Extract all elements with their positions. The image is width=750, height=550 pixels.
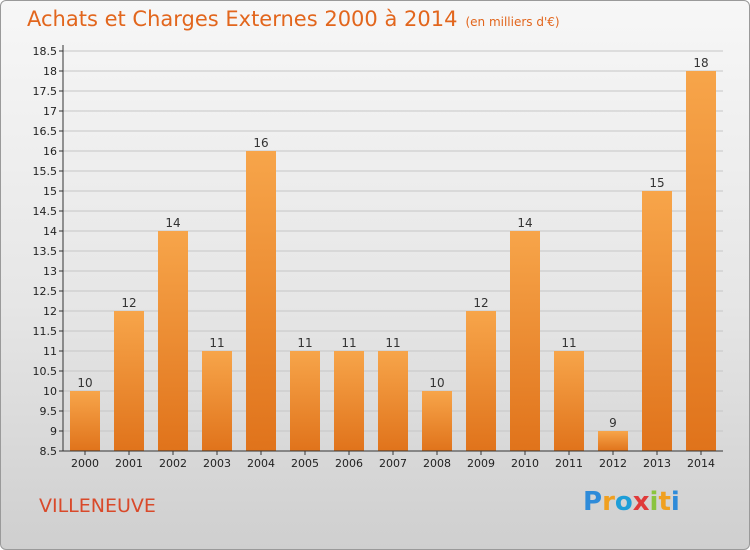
value-label: 11 — [385, 336, 400, 350]
y-tick-label: 11.5 — [33, 325, 58, 338]
bars — [70, 71, 716, 451]
x-tick-label: 2014 — [687, 457, 715, 470]
x-tick-label: 2010 — [511, 457, 539, 470]
x-tick-label: 2007 — [379, 457, 407, 470]
bar-2001 — [114, 311, 144, 451]
bar-2012 — [598, 431, 628, 451]
x-tick-label: 2004 — [247, 457, 275, 470]
bar-2007 — [378, 351, 408, 451]
y-tick-label: 14.5 — [33, 205, 58, 218]
y-tick-label: 18.5 — [33, 45, 58, 58]
y-tick-label: 16 — [43, 145, 57, 158]
x-tick-label: 2013 — [643, 457, 671, 470]
y-tick-label: 9 — [50, 425, 57, 438]
y-tick-label: 17.5 — [33, 85, 58, 98]
y-tick-label: 8.5 — [40, 445, 58, 458]
x-tick-label: 2000 — [71, 457, 99, 470]
y-tick-label: 15 — [43, 185, 57, 198]
x-tick-label: 2006 — [335, 457, 363, 470]
value-label: 12 — [121, 296, 136, 310]
y-tick-label: 14 — [43, 225, 57, 238]
y-tick-label: 15.5 — [33, 165, 58, 178]
logo-letter: o — [614, 487, 633, 517]
logo-letter: r — [602, 487, 615, 517]
x-tick-label: 2012 — [599, 457, 627, 470]
y-tick-label: 10.5 — [33, 365, 58, 378]
bar-2006 — [334, 351, 364, 451]
logo-letter: x — [632, 487, 650, 517]
value-label: 12 — [473, 296, 488, 310]
x-tick-label: 2005 — [291, 457, 319, 470]
bar-2010 — [510, 231, 540, 451]
logo-letter: P — [583, 487, 603, 517]
value-label: 15 — [649, 176, 664, 190]
y-tick-label: 13.5 — [33, 245, 58, 258]
value-label: 10 — [429, 376, 444, 390]
y-tick-label: 16.5 — [33, 125, 58, 138]
bar-2009 — [466, 311, 496, 451]
value-label: 11 — [341, 336, 356, 350]
proxiti-logo: Proxiti — [583, 487, 680, 517]
value-label: 16 — [253, 136, 268, 150]
bar-2004 — [246, 151, 276, 451]
value-label: 11 — [209, 336, 224, 350]
value-label: 14 — [165, 216, 180, 230]
city-name: VILLENEUVE — [39, 495, 156, 517]
bar-2011 — [554, 351, 584, 451]
y-tick-label: 13 — [43, 265, 57, 278]
bar-2008 — [422, 391, 452, 451]
x-tick-label: 2001 — [115, 457, 143, 470]
chart-title-row: Achats et Charges Externes 2000 à 2014 (e… — [27, 7, 560, 31]
bar-2002 — [158, 231, 188, 451]
y-tick-label: 18 — [43, 65, 57, 78]
y-tick-label: 12.5 — [33, 285, 58, 298]
x-tick-label: 2008 — [423, 457, 451, 470]
y-tick-label: 11 — [43, 345, 57, 358]
labels: 8.5 9 9.5 10 10.5 11 11.5 12 12.5 13 13.5 14 14.5 15 1… — [33, 45, 716, 470]
bar-2013 — [642, 191, 672, 451]
x-tick-label: 2011 — [555, 457, 583, 470]
logo-letter: i — [649, 487, 659, 517]
chart-subtitle: (en milliers d'€) — [465, 15, 560, 29]
y-tick-label: 9.5 — [40, 405, 58, 418]
bar-2014 — [686, 71, 716, 451]
logo-letter: t — [658, 487, 671, 517]
y-tick-label: 17 — [43, 105, 57, 118]
value-label: 11 — [297, 336, 312, 350]
bar-2000 — [70, 391, 100, 451]
x-tick-label: 2009 — [467, 457, 495, 470]
bar-2005 — [290, 351, 320, 451]
chart-title: Achats et Charges Externes 2000 à 2014 — [27, 7, 458, 31]
logo-letter: i — [670, 487, 680, 517]
x-tick-label: 2003 — [203, 457, 231, 470]
x-tick-label: 2002 — [159, 457, 187, 470]
axes — [59, 45, 723, 455]
value-label: 10 — [77, 376, 92, 390]
value-label: 14 — [517, 216, 532, 230]
bar-2003 — [202, 351, 232, 451]
value-label: 9 — [609, 416, 617, 430]
value-label: 11 — [561, 336, 576, 350]
y-tick-label: 10 — [43, 385, 57, 398]
y-tick-label: 12 — [43, 305, 57, 318]
value-label: 18 — [693, 56, 708, 70]
